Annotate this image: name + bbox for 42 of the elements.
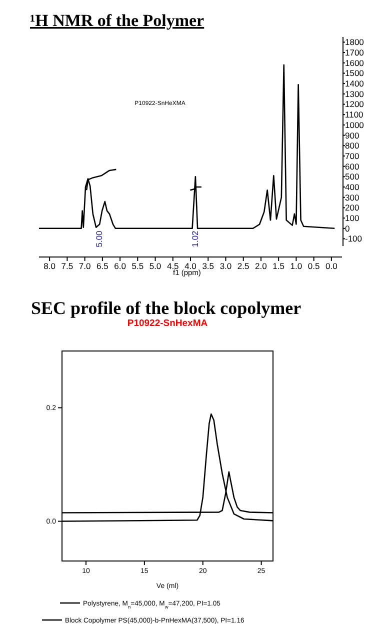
x-tick-label: 0.0 [326,261,338,271]
chart-subtitle: P10922-SnHexMA [127,318,208,329]
chart-title: SEC profile of the block copolymer [31,298,302,318]
y-tick-label: 1800 [345,37,364,48]
y-tick-label: 800 [345,140,360,151]
y-tick-label: 1400 [345,78,364,89]
y-tick-label: 1700 [345,47,364,58]
x-tick-label: 4.0 [184,261,197,271]
y-tick-label: 700 [345,150,360,161]
y-tick-label: 400 [345,182,360,192]
annotation: 5.00 [94,230,104,248]
x-tick-label: 5.5 [132,261,144,271]
x-tick-label: 4.5 [166,261,180,271]
chart-title: ¹H NMR of the Polymer [30,11,205,30]
y-tick-label: 200 [345,202,360,213]
x-tick-label: 7.0 [78,261,91,271]
y-tick-label: 1600 [345,58,364,68]
y-tick-label: 1300 [345,88,364,99]
y-tick-label: 1100 [345,110,364,120]
y-tick-label: 500 [345,172,360,182]
x-tick-label: 2.0 [255,261,268,271]
x-tick-label: 6.5 [96,261,109,271]
x-tick-label: 2.5 [237,261,250,271]
y-tick-label: 1500 [345,68,364,78]
x-tick-label: 5.0 [149,261,162,271]
y-tick-label: 900 [345,130,360,140]
x-tick-label: 0.5 [308,261,320,271]
x-tick-label: 1.0 [290,261,302,271]
x-tick-label: 7.5 [61,261,74,271]
annotation: 1.02 [190,230,200,248]
y-tick-label: 100 [345,213,360,224]
x-tick-label: 3.0 [220,261,232,271]
y-tick-label: 0 [345,223,350,234]
x-tick-label: 8.0 [44,261,56,271]
x-tick-label: 3.5 [202,261,214,271]
y-tick-label: 1000 [345,120,364,130]
y-tick-label: 1200 [345,99,364,110]
y-tick-label: 300 [345,192,360,202]
y-tick-label: 600 [345,161,360,172]
x-tick-label: 1.5 [272,261,285,271]
x-tick-label: 6.0 [114,261,126,271]
y-tick-label: -100 [345,234,362,244]
